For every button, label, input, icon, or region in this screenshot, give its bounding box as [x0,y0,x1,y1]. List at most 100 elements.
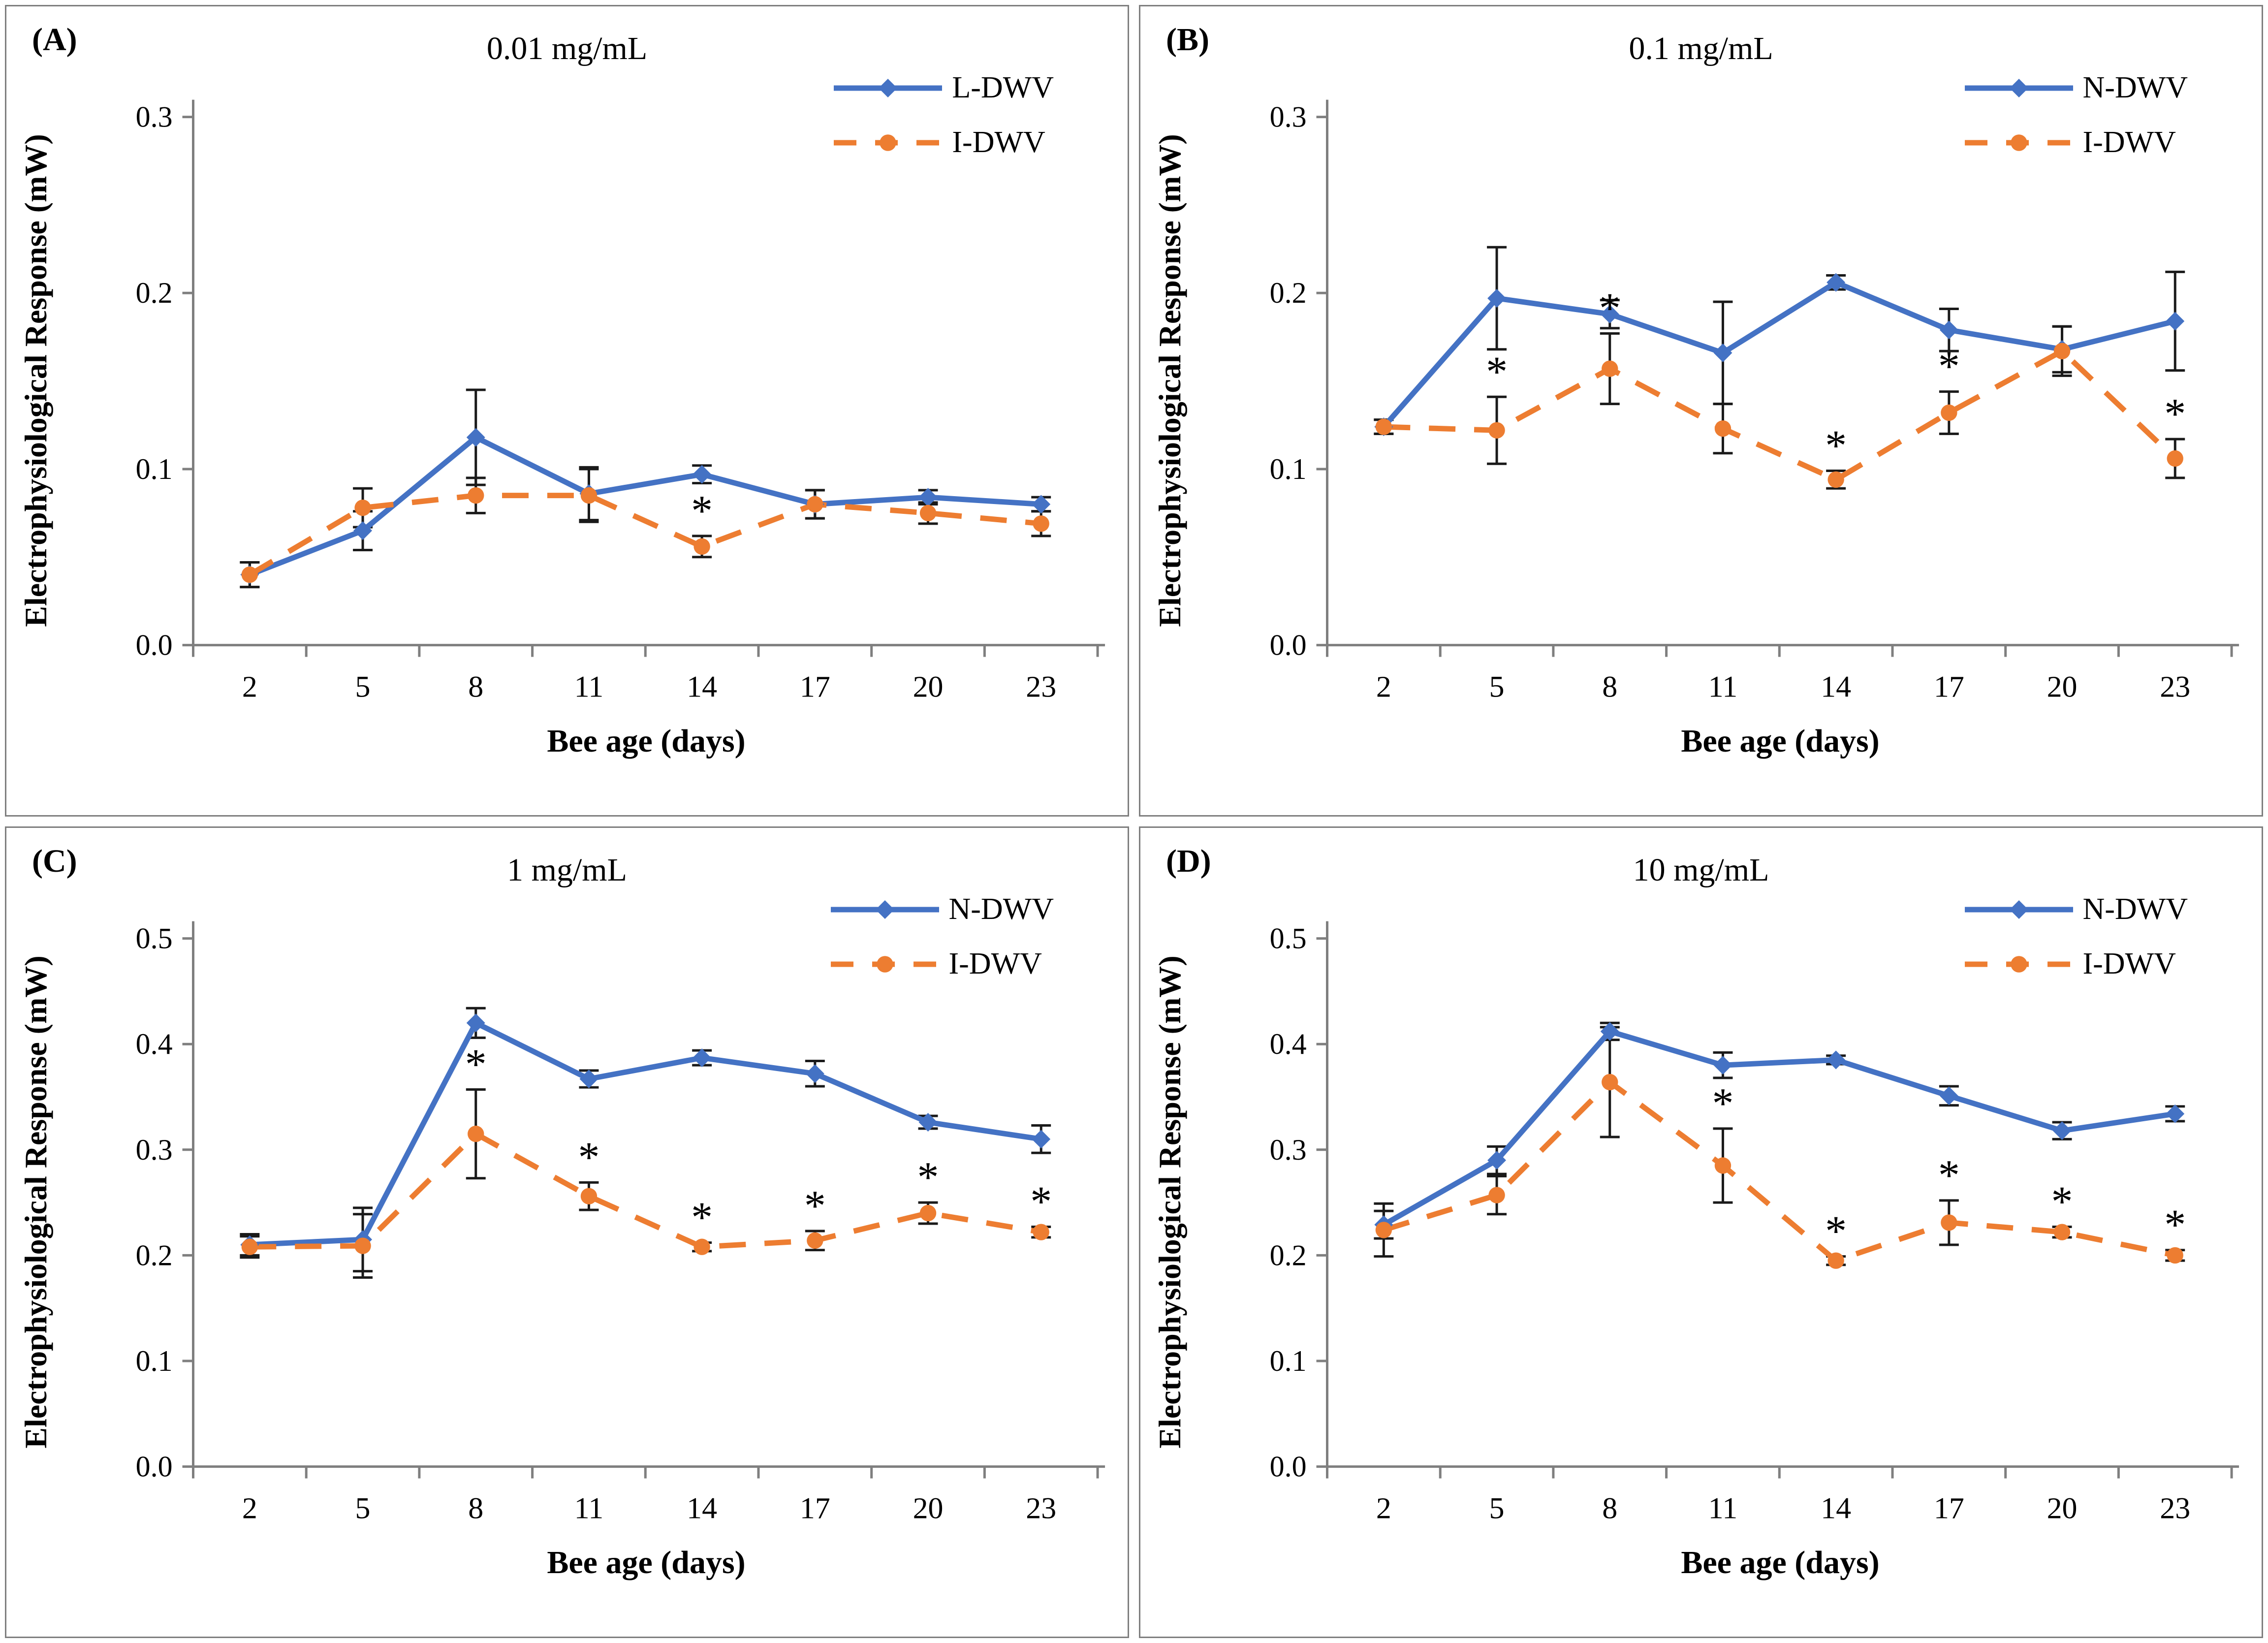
panel-c-title: 1 mg/mL [507,852,627,888]
data-point-marker [354,1237,371,1254]
significance-asterisk: * [917,1154,939,1201]
y-tick-label: 0.0 [1270,629,1307,662]
data-point-marker [919,1204,937,1222]
legend-item: I-DWV [830,947,1054,981]
y-tick-label: 0.2 [1270,277,1307,309]
x-tick-label: 8 [1602,670,1617,703]
data-point-marker [1487,1151,1507,1170]
solid-series-line [1382,280,2176,429]
x-tick-label: 2 [1376,1491,1391,1525]
data-point-marker [2053,1224,2071,1240]
panel-d-legend: N-DWV I-DWV [1964,892,2188,981]
legend-label: I-DWV [2082,126,2176,159]
dashed-series-line [1383,1079,2176,1264]
x-tick-label: 14 [687,1491,717,1525]
significance-asterisk: * [1599,285,1621,333]
data-point-marker [241,566,258,583]
panel-c-plot-canvas: 0.0 0.1 0.2 0.3 0.4 0.5 2 5 8 11 14 17 20 23 * * * * * * [136,921,1105,1525]
significance-asterisk: * [465,1041,487,1089]
legend-item: N-DWV [1964,892,2188,927]
panel-d-x-axis-title: Bee age (days) [1681,1545,1880,1580]
solid-line-diamond-marker-swatch [830,900,939,919]
x-tick-label: 14 [1821,670,1851,703]
y-tick-label: 0.3 [1270,101,1307,133]
x-tick-label: 5 [1489,1491,1505,1525]
dashed-series-line [248,493,1041,577]
dashed-line-circle-marker-swatch [834,134,943,151]
panel-c: (C) 1 mg/mL Electrophysiological Respons… [5,826,1129,1638]
data-point-marker [1375,1222,1392,1238]
legend-item: I-DWV [1964,125,2188,160]
data-point-marker [1488,422,1505,439]
solid-line-diamond-marker-swatch [834,78,943,97]
x-tick-label: 23 [1026,670,1056,703]
x-tick-label: 20 [2047,1491,2078,1525]
panel-a-label: (A) [32,22,77,58]
data-point-marker [807,1232,823,1249]
solid-series-line [249,435,1041,577]
significance-asterisk: * [578,1134,599,1181]
legend-item: N-DWV [830,892,1054,927]
legend-item: N-DWV [1964,70,2188,105]
x-tick-label: 11 [574,670,604,703]
data-point-marker [1939,1086,1958,1106]
significance-asterisk: * [1825,422,1847,470]
legend-item: I-DWV [834,125,1054,160]
y-tick-label: 0.1 [136,1345,173,1377]
solid-line-diamond-marker-swatch [1964,78,2073,97]
legend-label: L-DWV [952,71,1054,104]
data-point-marker [2053,343,2071,359]
x-tick-label: 20 [913,670,944,703]
panel-c-x-axis-title: Bee age (days) [547,1545,746,1580]
data-point-marker [580,487,598,504]
axis-lines [1326,99,2239,647]
data-point-marker [2167,450,2183,467]
x-tick-label: 23 [1026,1491,1056,1525]
data-point-marker [468,1125,484,1142]
y-tick-label: 0.1 [1270,453,1307,485]
x-tick-label: 8 [468,1491,483,1525]
data-point-marker [1827,1050,1846,1070]
y-tick-label: 0.3 [136,101,173,133]
x-tick-label: 17 [800,1491,830,1525]
panel-b-title: 0.1 mg/mL [1629,31,1773,66]
data-point-marker [918,488,938,507]
panel-a-legend: L-DWV I-DWV [834,70,1054,160]
solid-series-line [1382,1028,2176,1227]
data-point-marker [1375,418,1392,435]
data-point-marker [1488,1187,1505,1203]
legend-label: N-DWV [2082,71,2188,104]
data-point-marker [1487,289,1507,308]
data-point-marker [693,1048,712,1068]
panel-d-label: (D) [1166,843,1211,879]
panel-b-x-axis-title: Bee age (days) [1681,723,1880,759]
panel-c-y-axis-title: Electrophysiological Response (mW) [18,955,53,1449]
data-point-marker [241,1238,258,1255]
data-point-marker [353,521,373,540]
y-tick-label: 0.0 [136,629,173,662]
panel-b-y-axis-title: Electrophysiological Response (mW) [1152,134,1187,627]
panel-a: (A) 0.01 mg/mL Electrophysiological Resp… [5,5,1129,817]
y-tick-label: 0.0 [136,1451,173,1483]
data-point-marker [693,1238,710,1255]
panel-d-title: 10 mg/mL [1633,852,1769,888]
legend-swatch-marker [2009,78,2028,97]
panel-c-legend: N-DWV I-DWV [830,892,1054,981]
x-tick-label: 2 [242,1491,257,1525]
panel-a-plot-canvas: 0.0 0.1 0.2 0.3 2 5 8 11 14 17 20 23 * [136,99,1105,703]
data-point-marker [579,1070,598,1088]
x-tick-label: 14 [1821,1491,1851,1525]
legend-swatch-marker [875,900,894,919]
data-point-marker [1032,1130,1051,1149]
y-tick-label: 0.3 [1270,1134,1307,1166]
data-point-marker [1033,515,1049,532]
y-tick-label: 0.4 [136,1028,173,1060]
y-tick-label: 0.5 [136,922,173,955]
x-tick-label: 17 [1934,1491,1964,1525]
x-tick-label: 8 [1602,1491,1617,1525]
x-tick-label: 11 [574,1491,604,1525]
legend-item: I-DWV [1964,947,2188,981]
data-point-marker [1939,320,1958,340]
dashed-series-line [250,1131,1042,1250]
y-tick-label: 0.2 [136,1239,173,1271]
